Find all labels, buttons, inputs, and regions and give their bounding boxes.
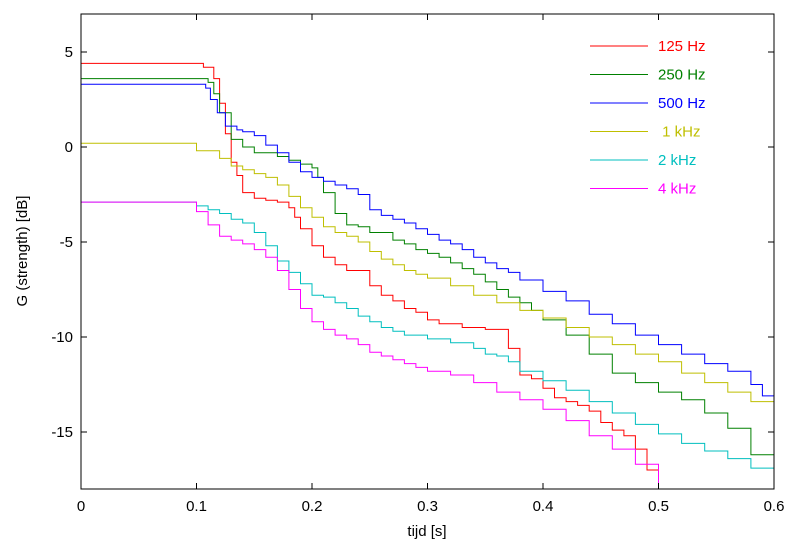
series-line xyxy=(81,201,659,488)
legend-label: 500 Hz xyxy=(658,95,706,112)
series-layer xyxy=(81,62,774,488)
legend: 125 Hz 250 Hz 500 Hz 1 kHz 2 kHz 4 kHz xyxy=(590,38,706,198)
x-axis-label: tijd [s] xyxy=(407,523,446,540)
series-line xyxy=(81,142,774,408)
series-line xyxy=(81,62,659,486)
x-tick-label: 0.5 xyxy=(648,498,669,515)
y-tick-label: -10 xyxy=(51,329,73,346)
x-tick-label: 0.3 xyxy=(417,498,438,515)
x-tick-label: 0.1 xyxy=(186,498,207,515)
x-tick-label: 0 xyxy=(77,498,85,515)
legend-label: 4 kHz xyxy=(658,181,696,198)
legend-label: 1 kHz xyxy=(658,124,701,141)
legend-label: 250 Hz xyxy=(658,67,706,84)
x-tick-label: 0.4 xyxy=(533,498,554,515)
x-tick-label: 0.2 xyxy=(302,498,323,515)
legend-label: 125 Hz xyxy=(658,38,706,55)
y-tick-label: -5 xyxy=(60,234,73,251)
y-axis-label: G (strength) [dB] xyxy=(14,196,31,307)
y-tick-label: 0 xyxy=(65,139,73,156)
series-line xyxy=(81,83,774,402)
legend-label: 2 kHz xyxy=(658,152,696,169)
x-tick-label: 0.6 xyxy=(764,498,785,515)
series-line xyxy=(81,201,774,478)
ticks-layer: 0 0.1 0.2 0.3 0.4 0.5 0.6 5 0 -5 -10 -15 xyxy=(51,14,784,515)
y-tick-label: -15 xyxy=(51,424,73,441)
series-line xyxy=(81,78,774,478)
y-tick-label: 5 xyxy=(65,44,73,61)
